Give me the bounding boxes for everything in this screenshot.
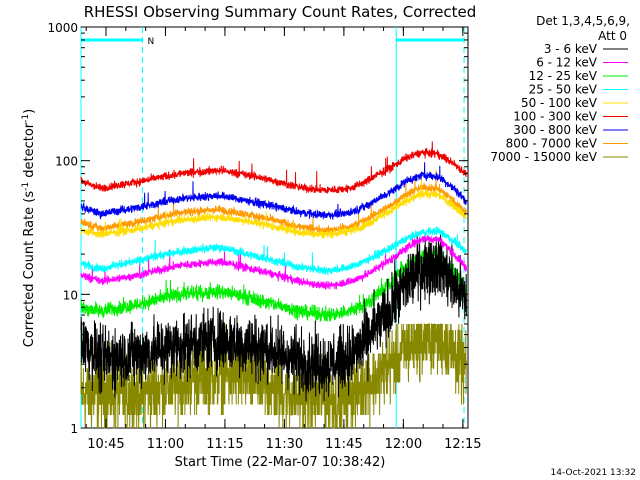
legend-item: 300 - 800 keV [513, 123, 628, 137]
y-tick-label: 1 [70, 422, 78, 436]
series-line [80, 226, 467, 276]
x-tick-label: 11:30 [266, 437, 303, 452]
legend-header-line-2: Att 0 [598, 29, 627, 43]
legend-item: 50 - 100 keV [521, 96, 628, 110]
series-6-12-kev [80, 235, 467, 290]
chart-title: RHESSI Observing Summary Count Rates, Co… [84, 3, 477, 21]
series-7000-15000-kev [80, 323, 467, 429]
x-tick-label: 12:15 [444, 437, 481, 452]
legend-item: 100 - 300 keV [513, 110, 628, 124]
footer-timestamp: 14-Oct-2021 13:32 [551, 468, 636, 478]
x-tick-label: 11:00 [147, 437, 184, 452]
series-line [80, 233, 467, 402]
y-tick-label: 100 [55, 155, 78, 169]
series-line [80, 235, 467, 290]
x-axis-label: Start Time (22-Mar-07 10:38:42) [175, 455, 386, 470]
series-3-6-kev [80, 233, 467, 402]
x-tick-label: 12:00 [385, 437, 422, 452]
series-12-25-kev [80, 245, 467, 322]
legend-item-label: 50 - 100 keV [521, 96, 598, 110]
legend-item: 6 - 12 keV [536, 56, 628, 70]
series-lines [80, 141, 467, 429]
x-tick-label: 11:15 [206, 437, 243, 452]
legend-item: 3 - 6 keV [544, 42, 628, 56]
x-axis: 10:45 11:00 11:15 11:30 11:45 12:00 12:15 [85, 27, 482, 452]
series-50-100-kev [80, 177, 467, 239]
legend-item-label: 7000 - 15000 keV [490, 150, 597, 164]
series-300-800-kev [80, 162, 467, 220]
y-axis-label: Corrected Count Rate (s-1 detector-1) [21, 109, 37, 347]
night-bars: N [81, 37, 465, 47]
series-line [80, 323, 467, 429]
series-line [80, 170, 467, 235]
night-bar-label: N [147, 37, 154, 47]
legend-item: 7000 - 15000 keV [490, 150, 628, 164]
series-line [80, 177, 467, 239]
legend-item-label: 300 - 800 keV [513, 123, 597, 137]
series-line [80, 162, 467, 220]
y-axis: 1 10 100 1000 [47, 21, 468, 436]
x-tick-label: 11:45 [325, 437, 362, 452]
legend-item-label: 100 - 300 keV [513, 110, 597, 124]
y-tick-label: 1000 [47, 21, 78, 35]
x-tick-label: 10:45 [87, 437, 124, 452]
legend-header-line-1: Det 1,3,4,5,6,9, [536, 14, 630, 28]
legend-item: 25 - 50 keV [529, 83, 628, 97]
legend-item-label: 6 - 12 keV [536, 56, 598, 70]
legend-item-label: 800 - 7000 keV [506, 137, 598, 151]
y-tick-label: 10 [63, 288, 78, 302]
legend-item: 800 - 7000 keV [506, 137, 628, 151]
legend-item: 12 - 25 keV [529, 69, 628, 83]
series-25-50-kev [80, 226, 467, 276]
series-800-7000-kev [80, 170, 467, 235]
series-line [80, 141, 467, 194]
legend-item-label: 25 - 50 keV [529, 83, 598, 97]
legend-item-label: 12 - 25 keV [529, 69, 598, 83]
legend-item-label: 3 - 6 keV [544, 42, 598, 56]
series-100-300-kev [80, 141, 467, 194]
series-line [80, 245, 467, 322]
